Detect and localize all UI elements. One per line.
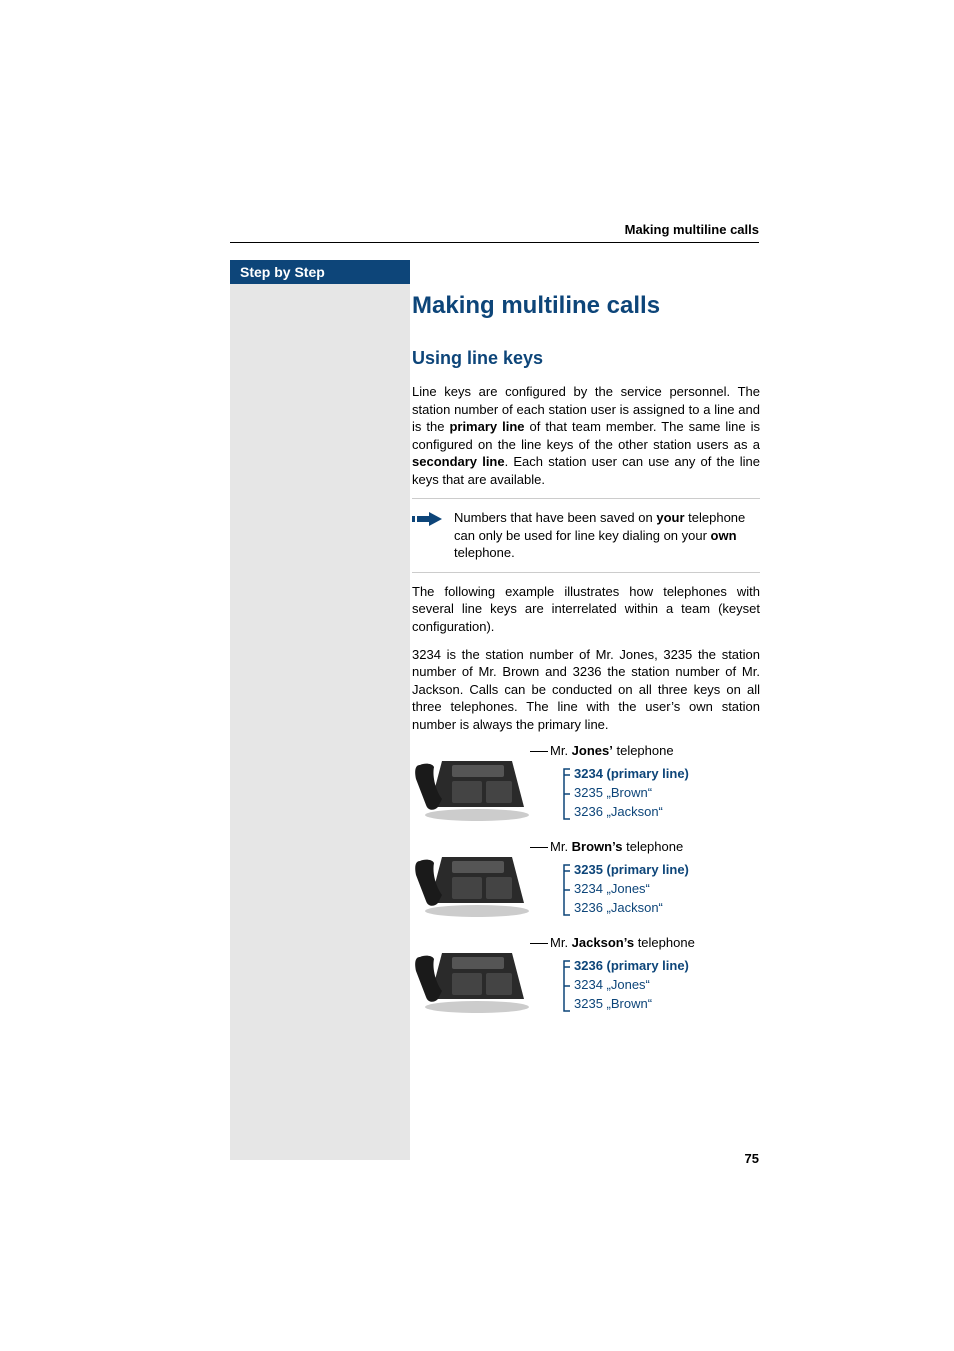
section-title: Using line keys [412,348,760,369]
callout-pre: Numbers that have been saved on [454,510,656,525]
sidebar-step-label: Step by Step [230,260,410,284]
telephone-icon [412,749,530,828]
callout-rule-top [412,498,760,499]
phone-block-jones: Mr. Jones’ telephone 3234 (primary line)… [412,743,760,839]
bracket-icon [560,863,572,922]
callout-post: telephone. [454,545,515,560]
line-list: 3234 (primary line) 3235 „Brown“ 3236 „J… [574,765,689,822]
page-number: 75 [745,1151,759,1166]
para1-bold2: secondary line [412,454,505,469]
phone-block-brown: Mr. Brown’s telephone 3235 (primary line… [412,839,760,935]
telephone-icon [412,941,530,1020]
telephone-icon [412,845,530,924]
secondary-line-label: 3234 „Jones“ [574,880,689,899]
paragraph-2: The following example illustrates how te… [412,583,760,636]
owner-bold: Brown’s [572,839,623,854]
owner-bold: Jackson’s [572,935,634,950]
callout-text: Numbers that have been saved on your tel… [454,509,756,562]
running-header: Making multiline calls [230,222,759,237]
owner-pre: Mr. [550,839,572,854]
leader-line [530,943,548,944]
line-list: 3235 (primary line) 3234 „Jones“ 3236 „J… [574,861,689,918]
para1-bold1: primary line [449,419,524,434]
bracket-icon [560,959,572,1018]
main-content: Making multiline calls Using line keys L… [412,292,760,1031]
primary-line-label: 3234 (primary line) [574,765,689,784]
paragraph-3: 3234 is the station number of Mr. Jones,… [412,646,760,734]
paragraph-1: Line keys are configured by the service … [412,383,760,488]
leader-line [530,751,548,752]
primary-line-label: 3236 (primary line) [574,957,689,976]
owner-post: telephone [613,743,674,758]
sidebar-shade [230,284,410,1160]
owner-post: telephone [634,935,695,950]
phone-owner-label: Mr. Jackson’s telephone [550,935,695,950]
primary-line-label: 3235 (primary line) [574,861,689,880]
phone-block-jackson: Mr. Jackson’s telephone 3236 (primary li… [412,935,760,1031]
page-title: Making multiline calls [412,292,760,320]
note-callout: Numbers that have been saved on your tel… [412,509,760,562]
owner-pre: Mr. [550,935,572,950]
phone-owner-label: Mr. Jones’ telephone [550,743,674,758]
owner-pre: Mr. [550,743,572,758]
secondary-line-label: 3234 „Jones“ [574,976,689,995]
leader-line [530,847,548,848]
callout-rule-bottom [412,572,760,573]
owner-bold: Jones’ [572,743,613,758]
phone-owner-label: Mr. Brown’s telephone [550,839,683,854]
line-list: 3236 (primary line) 3234 „Jones“ 3235 „B… [574,957,689,1014]
bracket-icon [560,767,572,826]
callout-bold2: own [711,528,737,543]
secondary-line-label: 3236 „Jackson“ [574,899,689,918]
keyset-diagram: Mr. Jones’ telephone 3234 (primary line)… [412,743,760,1031]
secondary-line-label: 3235 „Brown“ [574,995,689,1014]
owner-post: telephone [622,839,683,854]
callout-bold1: your [656,510,684,525]
header-rule [230,242,759,243]
arrow-icon [412,511,442,532]
secondary-line-label: 3235 „Brown“ [574,784,689,803]
secondary-line-label: 3236 „Jackson“ [574,803,689,822]
